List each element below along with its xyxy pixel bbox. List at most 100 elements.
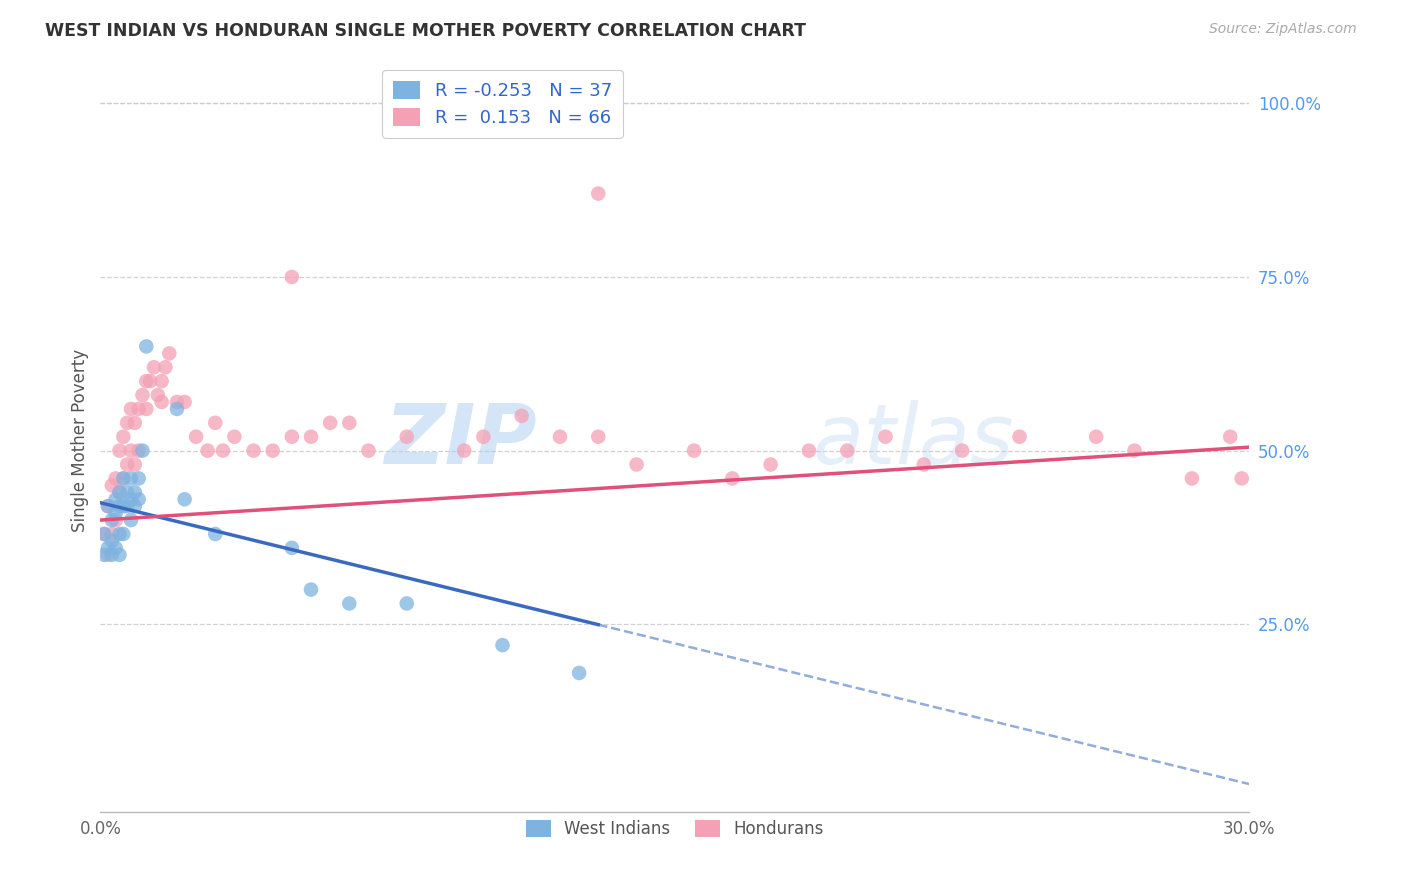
Point [115,485,138,500]
Point [112,471,135,485]
Point [101,548,124,562]
Point [120,492,142,507]
Point [124,458,146,472]
Point [112,499,135,513]
Point [108,527,131,541]
Point [912,458,935,472]
Point [759,458,782,472]
Point [150,374,173,388]
Point [112,430,135,444]
Point [1230,471,1253,485]
Point [212,443,235,458]
Point [453,443,475,458]
Point [97,499,120,513]
Point [128,471,150,485]
Point [1085,430,1108,444]
Point [395,597,418,611]
Point [128,443,150,458]
Point [155,360,177,375]
Point [115,458,138,472]
Point [120,401,142,416]
Point [197,443,219,458]
Point [120,443,142,458]
Point [683,443,706,458]
Text: ZIP: ZIP [384,400,537,481]
Point [104,506,127,520]
Point [1008,430,1031,444]
Point [97,541,120,555]
Point [1219,430,1241,444]
Point [93,548,115,562]
Point [950,443,973,458]
Point [166,395,188,409]
Point [548,430,571,444]
Point [224,430,246,444]
Point [262,443,284,458]
Point [124,416,146,430]
Point [166,401,188,416]
Point [395,430,418,444]
Point [104,471,127,485]
Point [143,360,166,375]
Point [281,269,304,284]
Text: atlas: atlas [813,400,1014,481]
Point [319,416,342,430]
Point [108,485,131,500]
Point [281,541,304,555]
Point [112,527,135,541]
Point [135,339,157,353]
Point [101,513,124,527]
Point [588,430,610,444]
Point [97,548,120,562]
Point [337,597,360,611]
Point [204,416,226,430]
Point [124,485,146,500]
Point [108,499,131,513]
Point [131,388,153,402]
Point [139,374,162,388]
Point [112,471,135,485]
Point [104,541,127,555]
Point [104,513,127,527]
Point [1181,471,1204,485]
Point [135,401,157,416]
Point [721,471,744,485]
Point [135,374,157,388]
Point [797,443,820,458]
Point [108,485,131,500]
Point [146,388,169,402]
Point [568,665,591,680]
Point [472,430,495,444]
Point [115,416,138,430]
Y-axis label: Single Mother Poverty: Single Mother Poverty [72,349,89,532]
Point [97,499,120,513]
Point [104,492,127,507]
Point [93,527,115,541]
Point [299,430,322,444]
Point [510,409,533,423]
Point [1123,443,1146,458]
Point [157,346,180,360]
Point [108,548,131,562]
Point [184,430,207,444]
Point [281,430,304,444]
Point [173,395,195,409]
Point [128,492,150,507]
Point [837,443,859,458]
Point [93,527,115,541]
Text: WEST INDIAN VS HONDURAN SINGLE MOTHER POVERTY CORRELATION CHART: WEST INDIAN VS HONDURAN SINGLE MOTHER PO… [45,22,806,40]
Point [588,186,610,201]
Point [120,471,142,485]
Point [337,416,360,430]
Legend: West Indians, Hondurans: West Indians, Hondurans [519,813,831,845]
Point [242,443,264,458]
Point [124,499,146,513]
Point [491,638,513,652]
Point [101,478,124,492]
Point [204,527,226,541]
Point [120,513,142,527]
Point [626,458,648,472]
Point [131,443,153,458]
Point [875,430,897,444]
Point [299,582,322,597]
